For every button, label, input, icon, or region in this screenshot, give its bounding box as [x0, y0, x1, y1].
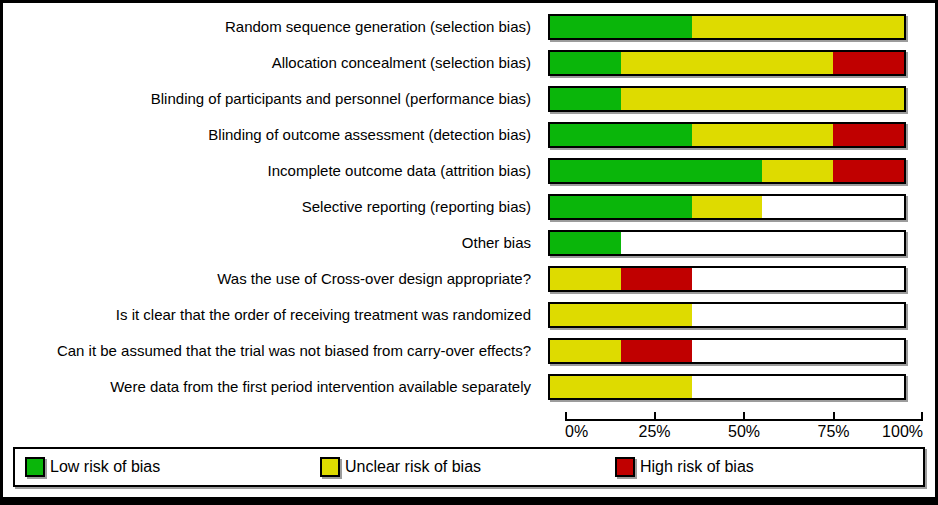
chart-row: Incomplete outcome data (attrition bias)	[3, 158, 935, 184]
unclear-risk-segment	[550, 268, 621, 290]
axis-tick-label: 25%	[638, 423, 670, 441]
chart-row: Blinding of participants and personnel (…	[3, 86, 935, 112]
chart-row: Blinding of outcome assessment (detectio…	[3, 122, 935, 148]
low-risk-segment	[550, 124, 692, 146]
bar-track	[548, 122, 906, 148]
bar-track	[548, 194, 906, 220]
row-label: Was the use of Cross-over design appropr…	[3, 266, 548, 292]
high-risk-segment	[833, 124, 904, 146]
bar-track	[548, 302, 906, 328]
axis-tick-label: 0%	[565, 423, 588, 441]
bar-track	[548, 266, 906, 292]
unclear-risk-segment	[550, 340, 621, 362]
axis-tick	[565, 412, 567, 420]
unclear-risk-segment	[762, 160, 833, 182]
unclear-risk-swatch	[320, 457, 340, 477]
bar-track	[548, 86, 906, 112]
row-label: Random sequence generation (selection bi…	[3, 14, 548, 40]
legend-item-unclear-risk: Unclear risk of bias	[320, 449, 481, 485]
row-label: Blinding of outcome assessment (detectio…	[3, 122, 548, 148]
high-risk-segment	[621, 268, 692, 290]
high-risk-swatch	[615, 457, 635, 477]
unclear-risk-segment	[621, 52, 833, 74]
axis-tick-label: 50%	[728, 423, 760, 441]
unclear-risk-segment	[621, 88, 904, 110]
unclear-risk-segment	[692, 196, 763, 218]
high-risk-segment	[833, 160, 904, 182]
row-label: Incomplete outcome data (attrition bias)	[3, 158, 548, 184]
axis-tick	[743, 412, 745, 420]
low-risk-segment	[550, 52, 621, 74]
low-risk-segment	[550, 88, 621, 110]
low-risk-segment	[550, 160, 762, 182]
chart-row: Is it clear that the order of receiving …	[3, 302, 935, 328]
chart-row: Were data from the first period interven…	[3, 374, 935, 400]
row-label: Is it clear that the order of receiving …	[3, 302, 548, 328]
chart-row: Allocation concealment (selection bias)	[3, 50, 935, 76]
unclear-risk-segment	[550, 304, 692, 326]
row-label: Blinding of participants and personnel (…	[3, 86, 548, 112]
high-risk-segment	[833, 52, 904, 74]
legend-label: Low risk of bias	[50, 458, 160, 476]
row-label: Selective reporting (reporting bias)	[3, 194, 548, 220]
chart-row: Can it be assumed that the trial was not…	[3, 338, 935, 364]
high-risk-segment	[621, 340, 692, 362]
bar-track	[548, 50, 906, 76]
legend-item-low-risk: Low risk of bias	[25, 449, 160, 485]
row-label: Allocation concealment (selection bias)	[3, 50, 548, 76]
low-risk-segment	[550, 16, 692, 38]
low-risk-segment	[550, 196, 692, 218]
risk-of-bias-figure: Random sequence generation (selection bi…	[0, 0, 938, 505]
x-axis: 0% 25% 50% 75% 100%	[565, 412, 923, 444]
unclear-risk-segment	[692, 16, 904, 38]
unclear-risk-segment	[692, 124, 834, 146]
unclear-risk-segment	[550, 376, 692, 398]
bar-track	[548, 14, 906, 40]
axis-tick	[654, 412, 656, 420]
axis-tick-label: 100%	[882, 423, 923, 441]
legend-item-high-risk: High risk of bias	[615, 449, 754, 485]
risk-of-bias-chart: Random sequence generation (selection bi…	[3, 3, 935, 444]
row-label: Can it be assumed that the trial was not…	[3, 338, 548, 364]
chart-row: Selective reporting (reporting bias)	[3, 194, 935, 220]
bar-track	[548, 230, 906, 256]
legend-label: High risk of bias	[640, 458, 754, 476]
chart-rows: Random sequence generation (selection bi…	[3, 14, 935, 400]
axis-tick	[921, 412, 923, 420]
low-risk-segment	[550, 232, 621, 254]
legend: Low risk of bias Unclear risk of bias High…	[13, 447, 925, 487]
axis-tick	[833, 412, 835, 420]
bar-track	[548, 338, 906, 364]
chart-row: Random sequence generation (selection bi…	[3, 14, 935, 40]
row-label: Other bias	[3, 230, 548, 256]
low-risk-swatch	[25, 457, 45, 477]
axis-tick-label: 75%	[817, 423, 849, 441]
chart-row: Other bias	[3, 230, 935, 256]
row-label: Were data from the first period interven…	[3, 374, 548, 400]
bar-track	[548, 158, 906, 184]
legend-label: Unclear risk of bias	[345, 458, 481, 476]
chart-row: Was the use of Cross-over design appropr…	[3, 266, 935, 292]
bar-track	[548, 374, 906, 400]
